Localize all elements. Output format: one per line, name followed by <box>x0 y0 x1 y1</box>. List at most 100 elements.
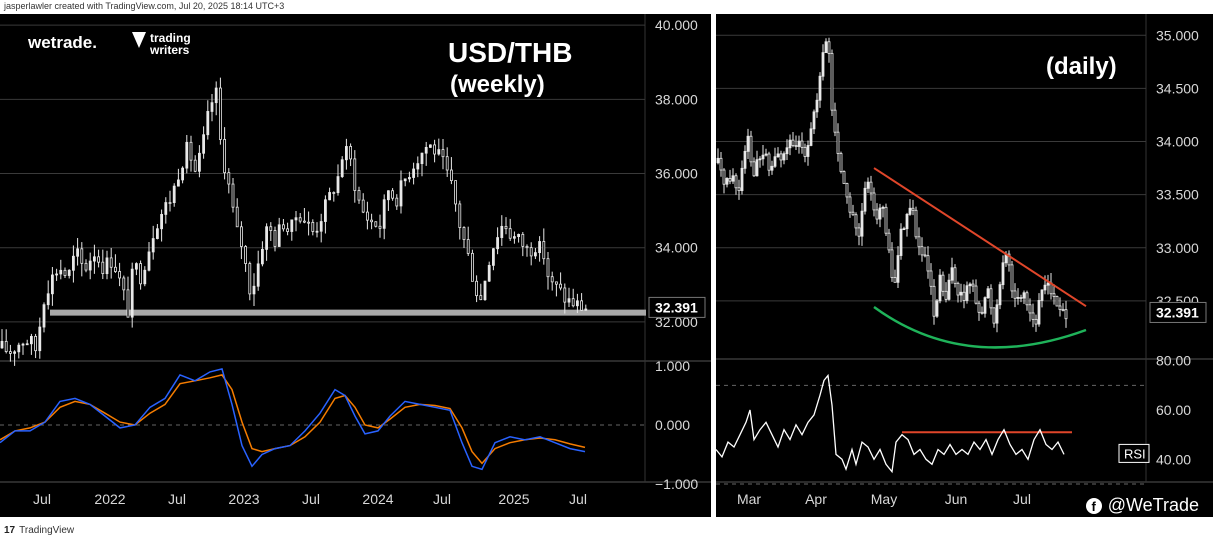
rsi-tick-label: 40.00 <box>1156 451 1191 467</box>
candle-body <box>815 99 819 113</box>
candle-body <box>349 146 353 160</box>
chart-title: (daily) <box>1046 53 1117 80</box>
candle-body <box>428 144 432 148</box>
price-tick-label: 38.000 <box>655 91 698 107</box>
candle-body <box>959 291 963 296</box>
candle-body <box>746 135 750 152</box>
candle-body <box>576 300 579 307</box>
candle-body <box>487 264 491 282</box>
candle-body <box>941 274 945 292</box>
candle-body <box>479 295 483 301</box>
candle-body <box>13 351 17 354</box>
candle-body <box>932 285 936 317</box>
weekly-chart-panel[interactable]: 40.000 38.000 36.000 34.000 32.000 wetrade. tr… <box>0 14 711 517</box>
trading-writers-logo: trading <box>150 31 191 45</box>
candle-body <box>555 281 558 285</box>
candle-body <box>917 236 921 248</box>
candle-body <box>722 169 726 185</box>
candle-body <box>97 256 100 263</box>
candle-body <box>155 228 159 239</box>
candle-body <box>803 146 807 157</box>
candle-body <box>1034 318 1038 325</box>
candle-body <box>728 178 732 182</box>
rsi-tick-label: 80.00 <box>1156 353 1191 369</box>
candle-body <box>197 152 201 172</box>
candle-body <box>911 207 915 211</box>
candle-body <box>420 152 424 165</box>
tradingview-footer[interactable]: 17 TradingView <box>4 525 74 536</box>
candle-body <box>800 140 804 148</box>
candle-body <box>743 150 747 169</box>
candle-body <box>923 254 927 257</box>
candle-body <box>929 270 933 287</box>
facebook-icon: f <box>1085 497 1102 514</box>
candle-body <box>752 161 756 177</box>
candle-body <box>353 158 357 191</box>
candle-body <box>269 226 273 231</box>
candle-body <box>441 149 445 158</box>
candle-body <box>584 308 588 311</box>
candle-body <box>508 228 512 239</box>
candle-body <box>223 139 227 174</box>
rsi-label: RSI <box>1124 446 1146 461</box>
candle-body <box>34 335 37 352</box>
candle-body <box>824 41 828 54</box>
candle-body <box>1064 309 1068 320</box>
candle-body <box>818 75 822 101</box>
candle-body <box>399 180 403 207</box>
last-price-tag <box>648 296 706 318</box>
candle-body <box>791 139 795 147</box>
candle-body <box>189 141 193 161</box>
candle-body <box>470 252 474 282</box>
candle-body <box>881 206 885 209</box>
candle-body <box>76 248 79 257</box>
price-tick-label: 33.000 <box>1156 240 1199 256</box>
candle-body <box>437 149 441 155</box>
candle-body <box>1043 284 1047 291</box>
time-tick-label: Apr <box>805 491 827 507</box>
candle-body <box>944 290 948 300</box>
rsi-line <box>716 373 1065 474</box>
wetrade-logo: wetrade. <box>27 33 97 52</box>
time-tick-label: Jun <box>945 491 968 507</box>
macd-tick-label: −1.000 <box>655 476 698 492</box>
candle-body <box>971 283 975 287</box>
candle-body <box>806 145 810 157</box>
candle-body <box>386 190 390 201</box>
candle-body <box>890 249 894 279</box>
candle-body <box>956 282 960 296</box>
candle-body <box>168 202 172 204</box>
candle-body <box>500 225 504 238</box>
candle-body <box>4 340 8 352</box>
daily-chart-panel[interactable]: 35.000 34.500 34.000 33.500 33.000 32.500 (dai… <box>716 14 1213 517</box>
candle-body <box>55 273 58 276</box>
time-tick-label: Jul <box>168 491 186 507</box>
candle-body <box>734 175 738 189</box>
candle-body <box>962 291 966 301</box>
candle-body <box>1052 293 1056 297</box>
trading-writers-icon <box>132 32 146 48</box>
candle-body <box>1022 292 1026 299</box>
candle-body <box>863 187 867 212</box>
candle-body <box>449 169 453 182</box>
candle-body <box>210 102 214 112</box>
candle-body <box>114 266 117 272</box>
candle-body <box>869 181 873 194</box>
candle-body <box>827 41 831 54</box>
candle-body <box>311 221 315 232</box>
candle-body <box>550 276 554 283</box>
candle-body <box>965 285 969 301</box>
candle-body <box>256 263 260 287</box>
candle-body <box>176 179 180 187</box>
candle-body <box>483 280 487 301</box>
time-tick-label: Jul <box>33 491 51 507</box>
daily-chart-svg: 35.00034.50034.00033.50033.00032.500(dai… <box>716 14 1213 507</box>
candle-body <box>821 52 825 77</box>
candle-body <box>764 153 768 156</box>
candle-body <box>983 297 987 314</box>
candle-body <box>29 335 33 345</box>
candle-body <box>290 219 294 232</box>
candle-body <box>884 206 888 234</box>
candle-body <box>866 181 870 189</box>
candle-body <box>767 153 771 171</box>
